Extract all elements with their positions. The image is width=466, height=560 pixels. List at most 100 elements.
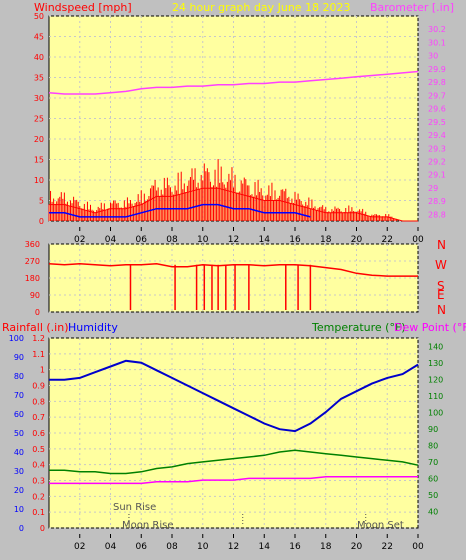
y-tick-label: 140 <box>428 342 443 351</box>
y-tick-label: 29.9 <box>428 65 446 74</box>
y-tick-label: 29.3 <box>428 144 446 153</box>
y-tick-label: 0.5 <box>32 445 45 454</box>
x-tick-label: 14 <box>259 542 271 552</box>
y-tick-label: 35 <box>34 74 44 83</box>
direction-axis: 360 270 180 90 0 <box>25 240 40 317</box>
y-tick-label: 60 <box>14 410 24 419</box>
y-tick-label: 29.1 <box>428 171 446 180</box>
y-tick-label: 20 <box>34 135 44 144</box>
compass-e: E <box>437 288 445 302</box>
wind-left-axis: 0 5 10 15 20 25 30 35 40 45 50 <box>34 12 44 226</box>
x-tick-label: 22 <box>382 235 393 245</box>
y-tick-label: 28.9 <box>428 197 446 206</box>
x-tick-label: 08 <box>166 542 178 552</box>
y-tick-label: 90 <box>14 353 24 362</box>
y-tick-label: 80 <box>14 372 24 381</box>
y-tick-label: 0.4 <box>32 461 45 470</box>
y-tick-label: 20 <box>14 486 24 495</box>
compass-labels: N W S E N <box>435 238 447 317</box>
y-tick-label: 30.1 <box>428 38 446 47</box>
barometer-axis-label: Barometer [.in] <box>370 1 454 14</box>
x-tick-label: 18 <box>320 235 332 245</box>
direction-plot-grid <box>49 243 419 313</box>
x-tick-label: 14 <box>259 235 271 245</box>
y-tick-label: 90 <box>30 291 40 300</box>
dewpoint-line <box>49 476 418 485</box>
rainfall-axis-label: Rainfall (.in) <box>2 321 69 334</box>
x-tick-label: 02 <box>74 542 85 552</box>
humidity-axis: 0 10 20 30 40 50 60 70 80 90 100 <box>9 334 24 533</box>
y-tick-label: 0.3 <box>32 477 45 486</box>
humidity-line <box>49 359 419 433</box>
y-tick-label: 0.9 <box>32 382 45 391</box>
y-tick-label: 30.2 <box>428 25 446 34</box>
barometer-right-axis: 28.8 28.9 29 29.1 29.2 29.3 29.4 29.5 29.6 29.7 29… <box>428 25 446 219</box>
y-tick-label: 1.2 <box>32 334 45 343</box>
y-tick-label: 0 <box>39 217 44 226</box>
windspeed-axis-label: Windspeed [mph] <box>34 1 132 14</box>
wind-series-group <box>48 70 419 222</box>
humidity-plot-grid <box>49 337 419 529</box>
y-tick-label: 30 <box>14 467 24 476</box>
direction-series-group <box>48 263 418 310</box>
temperature-axis-label: Temperature (°F) <box>311 321 406 334</box>
y-tick-label: 130 <box>428 359 443 368</box>
temperature-line <box>49 449 419 475</box>
y-tick-label: 70 <box>428 458 438 467</box>
x-tick-label: 04 <box>105 542 117 552</box>
x-tick-label: 06 <box>136 235 148 245</box>
y-tick-label: 29.4 <box>428 131 446 140</box>
astro-markers: Sun Rise Moon Rise Moon Set <box>113 502 404 531</box>
y-tick-label: 30 <box>428 52 438 61</box>
y-tick-label: 10 <box>34 176 44 185</box>
temperature-axis: 40 50 60 70 80 90 100 110 120 130 140 <box>428 342 443 516</box>
x-tick-label: 10 <box>197 235 209 245</box>
y-tick-label: 0.1 <box>32 508 45 517</box>
y-tick-label: 29.7 <box>428 91 446 100</box>
y-tick-label: 0.2 <box>32 492 45 501</box>
y-tick-label: 45 <box>34 33 44 42</box>
y-tick-label: 50 <box>14 429 24 438</box>
y-tick-label: 0.8 <box>32 397 45 406</box>
y-tick-label: 0 <box>40 524 45 533</box>
y-tick-label: 0 <box>35 308 40 317</box>
x-tick-label: 10 <box>197 542 209 552</box>
x-tick-label: 18 <box>320 542 332 552</box>
barometer-line <box>48 70 419 95</box>
y-tick-label: 270 <box>25 257 40 266</box>
humidity-axis-label: Humidity <box>68 321 118 334</box>
compass-n-bottom: N <box>437 303 446 317</box>
wind-x-axis: 02 04 06 08 10 12 14 16 18 20 22 00 <box>74 227 424 245</box>
y-tick-label: 90 <box>428 425 438 434</box>
y-tick-label: 30 <box>34 94 44 103</box>
x-tick-label: 22 <box>382 542 393 552</box>
y-tick-label: 60 <box>428 474 438 483</box>
x-tick-label: 00 <box>412 235 424 245</box>
y-tick-label: 29 <box>428 184 438 193</box>
compass-w: W <box>435 258 447 272</box>
y-tick-label: 0.6 <box>32 429 45 438</box>
x-tick-label: 04 <box>105 235 117 245</box>
y-tick-label: 29.6 <box>428 105 446 114</box>
y-tick-label: 80 <box>428 441 438 450</box>
humidity-x-axis: 02 04 06 08 10 12 14 16 18 20 22 00 <box>74 534 424 552</box>
moon-rise-label: Moon Rise <box>122 520 173 531</box>
y-tick-label: 29.2 <box>428 157 446 166</box>
y-tick-label: 360 <box>25 240 40 249</box>
y-tick-label: 50 <box>428 491 438 500</box>
y-tick-label: 1.1 <box>32 350 45 359</box>
wind-direction-line <box>48 263 418 277</box>
y-tick-label: 0.7 <box>32 413 45 422</box>
dewpoint-axis-label: Dew Point (°F) <box>394 321 466 334</box>
y-tick-label: 0 <box>19 524 24 533</box>
moon-set-label: Moon Set <box>357 520 404 531</box>
y-tick-label: 70 <box>14 391 24 400</box>
x-tick-label: 20 <box>351 235 363 245</box>
y-tick-label: 29.8 <box>428 78 446 87</box>
avg-windspeed-line <box>49 203 311 218</box>
y-tick-label: 25 <box>34 115 44 124</box>
y-tick-label: 1 <box>40 366 45 375</box>
y-tick-label: 100 <box>9 334 24 343</box>
